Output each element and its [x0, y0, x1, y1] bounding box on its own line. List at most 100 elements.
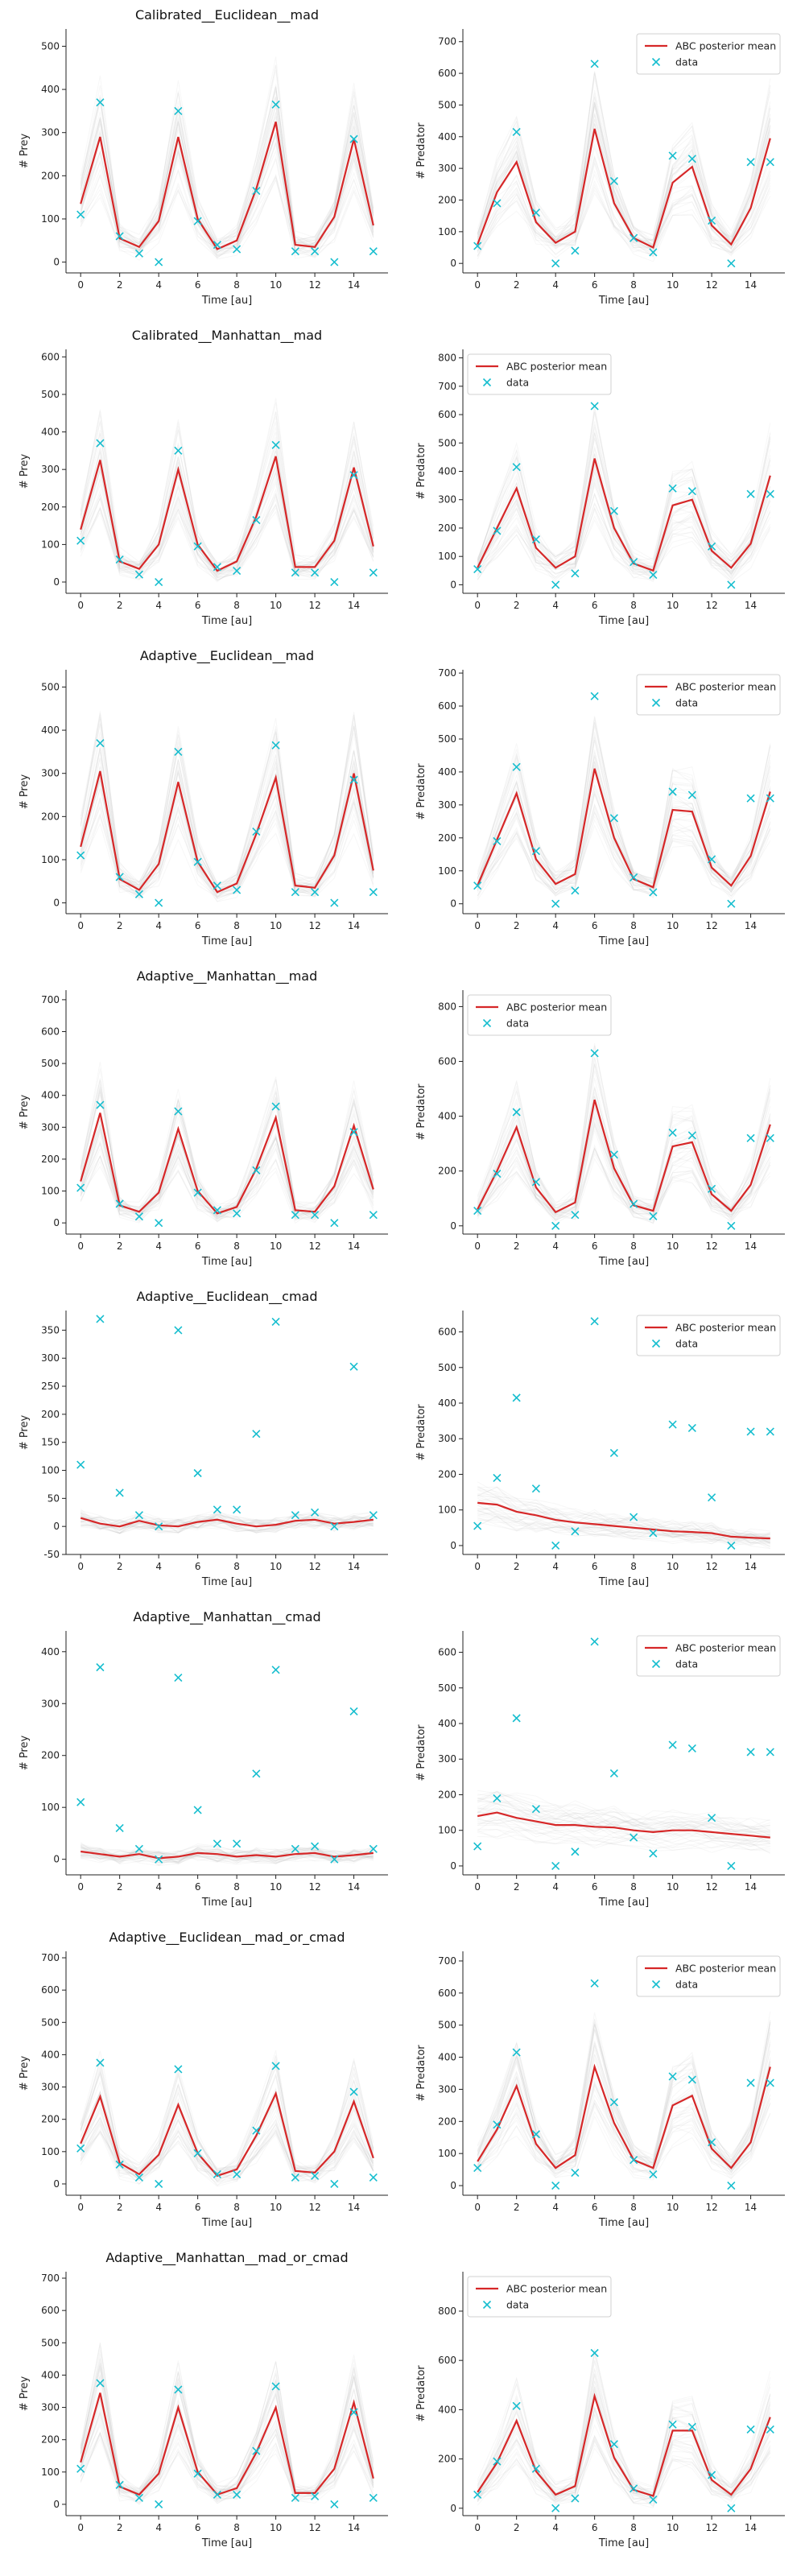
y-tick-label: 0	[53, 2178, 60, 2190]
sample-trajectory	[80, 2366, 374, 2499]
sample-trajectory	[80, 1062, 374, 1209]
sample-trajectory	[477, 1121, 771, 1222]
data-marker-stroke	[766, 2079, 774, 2087]
data-marker-stroke	[76, 1183, 85, 1192]
sample-trajectory	[80, 1513, 374, 1534]
sample-trajectory	[80, 766, 374, 894]
x-tick-label: 12	[308, 1881, 320, 1893]
data-point	[311, 1508, 320, 1517]
data-marker-stroke	[551, 580, 560, 589]
data-point	[76, 851, 85, 860]
sample-trajectory	[477, 1791, 770, 1835]
x-axis-label: Time [au]	[598, 1576, 649, 1588]
sample-trajectory	[477, 2447, 771, 2508]
data-point	[531, 2130, 540, 2139]
sample-trajectory	[477, 2413, 771, 2504]
data-marker-stroke	[609, 2440, 618, 2449]
sample-trajectory	[80, 84, 374, 253]
x-tick-label: 6	[592, 1881, 598, 1893]
chart-panel-11: 0 2 4 6 8 10 12 14 0 100 200 300 400 500 600 Time [au] #…	[415, 1631, 785, 1909]
sample-trajectory	[80, 2124, 374, 2184]
y-tick-label: 0	[53, 898, 60, 909]
data-marker-stroke	[174, 2065, 183, 2074]
data-marker-stroke	[349, 1128, 358, 1137]
data-marker-stroke	[609, 814, 618, 823]
x-tick-label: 12	[308, 1561, 320, 1572]
sample-trajectory	[477, 1147, 771, 1224]
sample-trajectory	[477, 438, 771, 575]
data-point	[213, 1839, 221, 1848]
y-tick-label: 500	[41, 681, 60, 692]
sample-trajectory	[477, 72, 771, 242]
data-point	[649, 888, 658, 897]
sample-trajectory	[80, 1118, 374, 1220]
sample-trajectory	[477, 173, 771, 256]
data-point	[727, 899, 736, 908]
legend-label-data: data	[675, 697, 698, 709]
data-marker-stroke	[134, 1511, 143, 1520]
sample-trajectory	[477, 1830, 770, 1852]
posterior-samples	[477, 1790, 771, 1854]
x-axis-label: Time [au]	[598, 615, 649, 627]
data-marker-stroke	[291, 2173, 299, 2182]
sample-trajectory	[477, 155, 771, 257]
sample-trajectory	[477, 502, 771, 581]
sample-trajectory	[477, 406, 771, 562]
data-marker-stroke	[473, 2490, 482, 2500]
sample-trajectory	[477, 1807, 770, 1841]
data-point	[115, 1823, 124, 1833]
posterior-mean-line	[477, 1811, 770, 1839]
y-tick-label: 500	[438, 1682, 456, 1694]
sample-trajectory	[80, 1154, 374, 1224]
sample-trajectory	[80, 2375, 374, 2492]
sample-trajectory	[80, 2050, 374, 2174]
x-tick-label: 8	[233, 1881, 240, 1893]
sample-trajectory	[80, 2416, 374, 2500]
sample-trajectory	[80, 1846, 374, 1863]
sample-trajectory	[477, 2054, 771, 2172]
sample-trajectory	[80, 1162, 374, 1224]
sample-trajectory	[80, 766, 374, 890]
data-marker-stroke	[330, 577, 339, 587]
data-marker-stroke	[349, 134, 358, 143]
sample-trajectory	[80, 1113, 374, 1216]
legend-box	[636, 674, 781, 716]
sample-trajectory	[477, 186, 771, 258]
y-tick-label: 0	[450, 2180, 456, 2191]
sample-trajectory	[477, 1798, 770, 1831]
data-point	[349, 1707, 358, 1715]
data-point	[155, 258, 163, 266]
chart-panel-7: 0 2 4 6 8 10 12 14 0 200 400 600 800 Time [au] # Preda…	[415, 990, 785, 1268]
sample-trajectory	[80, 2362, 374, 2498]
data-point	[369, 1844, 378, 1853]
data-marker-stroke	[134, 1844, 143, 1853]
data-point	[687, 155, 696, 163]
y-tick-label: 0	[450, 898, 456, 910]
data-marker-stroke	[252, 2126, 261, 2135]
x-tick-label: 14	[348, 1561, 360, 1572]
data-marker-stroke	[668, 787, 677, 796]
sample-trajectory	[80, 493, 374, 578]
x-tick-label: 12	[705, 1561, 717, 1572]
y-tick-label: 300	[438, 2083, 456, 2095]
data-marker-stroke	[213, 563, 221, 572]
data-marker-stroke	[687, 2422, 696, 2431]
data-marker-stroke	[76, 210, 85, 219]
data-point	[311, 568, 320, 577]
sample-trajectory	[80, 97, 374, 253]
x-tick-label: 4	[552, 600, 559, 611]
data-marker-stroke	[330, 1522, 339, 1531]
sample-trajectory	[80, 746, 374, 894]
data-point	[493, 836, 502, 845]
x-tick-label: 0	[77, 1561, 84, 1572]
legend-box	[467, 2276, 612, 2318]
data-marker-stroke	[512, 2401, 521, 2410]
data-point	[271, 2382, 280, 2391]
data-point	[746, 2079, 755, 2087]
sample-trajectory	[477, 2020, 771, 2163]
sample-trajectory	[80, 2358, 374, 2499]
x-tick-label: 2	[117, 2202, 123, 2213]
data-point	[115, 2160, 124, 2169]
sample-trajectory	[80, 1845, 374, 1864]
x-tick-label: 8	[630, 920, 637, 931]
